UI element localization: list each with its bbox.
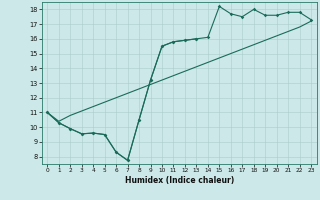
- X-axis label: Humidex (Indice chaleur): Humidex (Indice chaleur): [124, 176, 234, 185]
